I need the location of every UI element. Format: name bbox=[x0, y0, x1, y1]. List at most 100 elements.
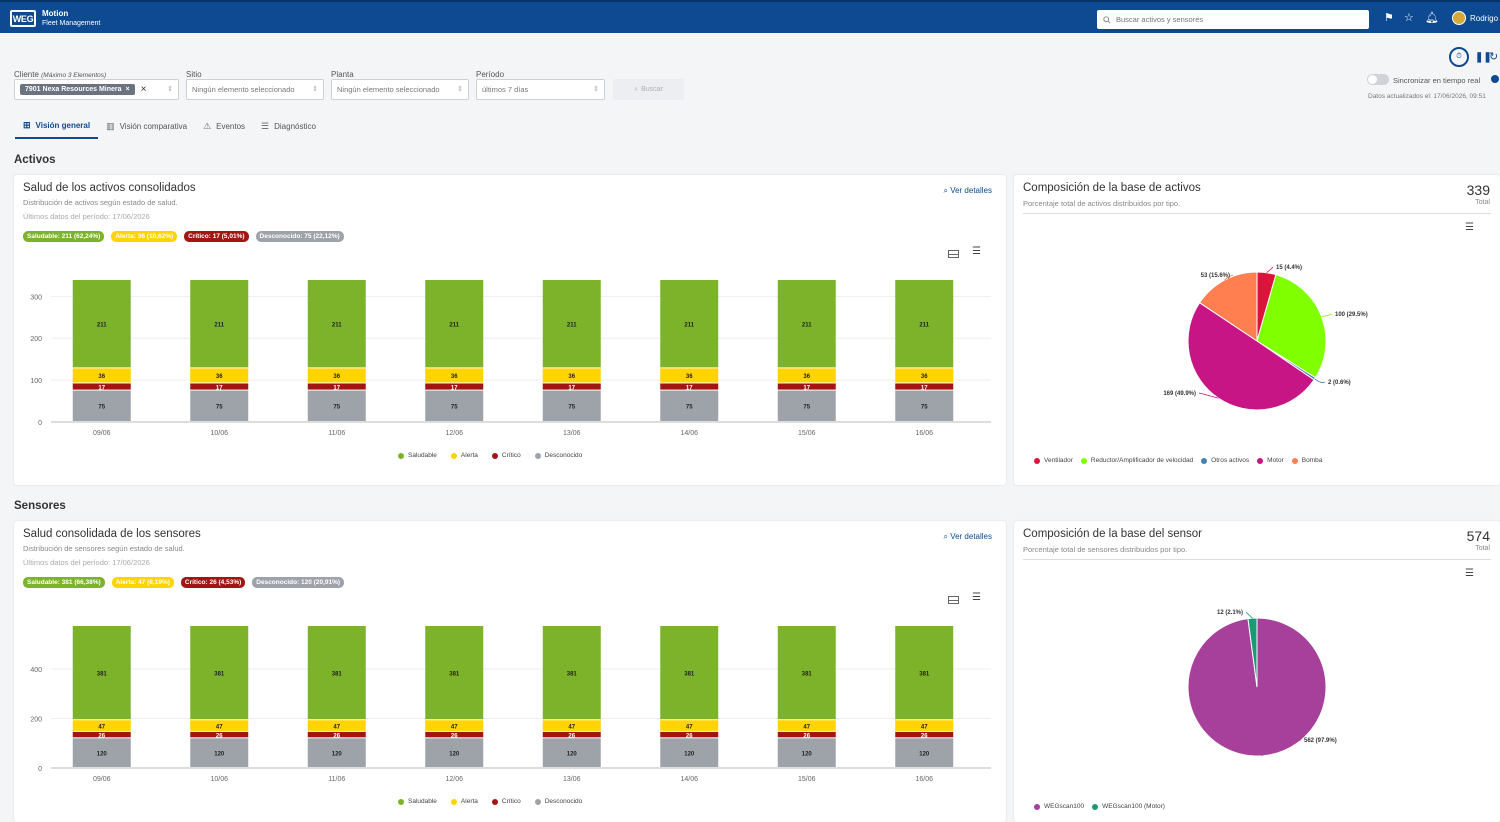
search-button[interactable]: ⌕ Buscar bbox=[613, 79, 684, 100]
tab-eventos[interactable]: ⚠ Eventos bbox=[203, 121, 246, 131]
legend-item[interactable]: Bomba bbox=[1291, 457, 1322, 464]
view-details-link[interactable]: ⌕ Ver detalles bbox=[943, 532, 992, 541]
badge-critical: Crítico: 17 (5,01%) bbox=[184, 231, 249, 242]
app-name: Motion bbox=[42, 9, 69, 18]
legend-item[interactable]: Crítico bbox=[491, 452, 521, 459]
refresh-timer-icon[interactable]: ⏱ bbox=[1449, 47, 1469, 67]
legend-item[interactable]: Desconocido bbox=[534, 452, 582, 459]
data-label: 36 bbox=[98, 374, 105, 380]
avatar[interactable] bbox=[1452, 11, 1466, 25]
bar-segment bbox=[307, 738, 366, 767]
x-tick-label: 10/06 bbox=[210, 430, 228, 437]
legend-item[interactable]: WEGscan100 bbox=[1034, 803, 1084, 810]
legend-item[interactable]: Saludable bbox=[398, 798, 437, 805]
client-chip[interactable]: 7901 Nexa Resources Minera × bbox=[20, 84, 135, 95]
star-icon[interactable]: ☆ bbox=[1404, 12, 1414, 24]
bar-segment bbox=[895, 731, 954, 738]
data-label: 381 bbox=[684, 671, 695, 677]
table-view-icon[interactable] bbox=[948, 250, 959, 258]
bar-segment bbox=[542, 390, 601, 421]
badge-healthy: Saludable: 381 (66,38%) bbox=[23, 577, 105, 588]
menu-icon[interactable]: ☰ bbox=[972, 246, 981, 257]
legend-label: WEGscan100 (Motor) bbox=[1102, 803, 1165, 810]
tab-vision-comparativa[interactable]: ▥ Visión comparativa bbox=[106, 121, 188, 131]
legend-marker bbox=[450, 798, 457, 805]
y-tick-label: 100 bbox=[30, 378, 42, 385]
bar-segment bbox=[72, 626, 131, 720]
legend-item[interactable]: Alerta bbox=[450, 798, 478, 805]
legend-item[interactable]: Crítico bbox=[491, 798, 521, 805]
bar-segment bbox=[660, 731, 719, 738]
chevron-updown-icon: ⇕ bbox=[457, 86, 463, 93]
client-filter[interactable]: 7901 Nexa Resources Minera × × ⇕ bbox=[14, 79, 179, 100]
data-label: 47 bbox=[98, 724, 105, 730]
data-label: 36 bbox=[216, 374, 223, 380]
bar-segment bbox=[72, 731, 131, 738]
global-search[interactable] bbox=[1097, 10, 1369, 29]
bar-segment bbox=[72, 390, 131, 421]
legend-marker bbox=[1291, 457, 1298, 464]
menu-icon[interactable]: ☰ bbox=[972, 592, 981, 603]
bar-segment bbox=[895, 280, 954, 368]
plant-filter[interactable]: Ningún elemento seleccionado ⇕ bbox=[331, 79, 469, 100]
bar-segment bbox=[895, 720, 954, 731]
bar-segment bbox=[777, 390, 836, 421]
badge-critical: Crítico: 26 (4,53%) bbox=[180, 577, 246, 588]
legend-item[interactable]: Saludable bbox=[398, 452, 437, 459]
data-label: 211 bbox=[214, 322, 224, 328]
view-details-link[interactable]: ⌕ Ver detalles bbox=[943, 186, 992, 195]
top-bar: WEG Motion Fleet Management ⚑ ☆ 🔔︎ Rodri… bbox=[0, 0, 1500, 33]
table-view-icon[interactable] bbox=[948, 596, 959, 604]
pie-slice bbox=[1256, 274, 1327, 379]
pause-icon[interactable]: ❚❚ bbox=[1475, 52, 1492, 63]
refresh-icon[interactable]: ↻ bbox=[1489, 51, 1499, 63]
search-icon: ⌕ bbox=[943, 186, 951, 195]
legend-label: WEGscan100 bbox=[1044, 803, 1085, 810]
bar-segment bbox=[660, 280, 719, 368]
chip-remove-icon[interactable]: × bbox=[125, 86, 130, 93]
legend-label: Alerta bbox=[460, 798, 478, 805]
y-tick-label: 0 bbox=[38, 420, 42, 427]
sensor-health-chart: 0 200 400 120 26 47 381 09/06 120 26 47 381 10/06 120… bbox=[30, 626, 991, 783]
bar-segment bbox=[425, 738, 484, 767]
data-label: 17 bbox=[803, 385, 810, 391]
legend-marker bbox=[491, 452, 498, 459]
data-label: 120 bbox=[97, 751, 108, 757]
bell-icon[interactable]: 🔔︎ bbox=[1425, 12, 1439, 24]
data-label: 17 bbox=[333, 385, 340, 391]
tab-diagnostico[interactable]: ☰ Diagnóstico bbox=[261, 121, 316, 131]
legend-item[interactable]: Desconocido bbox=[534, 798, 582, 805]
user-name[interactable]: Rodrigo bbox=[1470, 14, 1499, 23]
menu-icon[interactable]: ☰ bbox=[1465, 222, 1474, 233]
legend-item[interactable]: Otros activos bbox=[1201, 457, 1249, 464]
weg-logo[interactable]: WEG bbox=[10, 10, 36, 27]
bar-segment bbox=[542, 383, 601, 390]
legend-item[interactable]: Motor bbox=[1257, 457, 1284, 464]
realtime-sync-toggle[interactable] bbox=[1367, 74, 1389, 85]
period-filter-label: Período bbox=[476, 70, 505, 79]
chart-legend: WEGscan100 WEGscan100 (Motor) bbox=[1034, 803, 1165, 810]
menu-icon[interactable]: ☰ bbox=[1465, 568, 1474, 579]
legend-item[interactable]: Ventilador bbox=[1034, 457, 1073, 464]
bar-segment bbox=[660, 738, 719, 767]
flag-icon[interactable]: ⚑ bbox=[1384, 12, 1394, 24]
y-tick-label: 300 bbox=[30, 294, 42, 301]
pie-label: 100 (29.5%) bbox=[1335, 312, 1368, 318]
legend-item[interactable]: WEGscan100 (Motor) bbox=[1092, 803, 1165, 810]
bar-segment bbox=[542, 280, 601, 368]
bar-segment bbox=[72, 383, 131, 390]
search-input[interactable] bbox=[1116, 15, 1356, 24]
legend-item[interactable]: Alerta bbox=[450, 452, 478, 459]
period-filter[interactable]: últimos 7 días ⇕ bbox=[476, 79, 605, 100]
tab-vision-general[interactable]: ⊞ Visión general bbox=[15, 114, 99, 139]
bar-segment bbox=[425, 280, 484, 368]
info-icon[interactable] bbox=[1491, 75, 1499, 83]
data-label: 75 bbox=[686, 405, 693, 411]
search-icon: ⌕ bbox=[943, 532, 951, 541]
data-label: 211 bbox=[567, 322, 577, 328]
data-label: 75 bbox=[921, 405, 928, 411]
data-label: 75 bbox=[98, 405, 105, 411]
clear-icon[interactable]: × bbox=[140, 84, 147, 95]
legend-item[interactable]: Reductor/Amplificador de velocidad bbox=[1080, 457, 1193, 464]
site-filter[interactable]: Ningún elemento seleccionado ⇕ bbox=[186, 79, 324, 100]
